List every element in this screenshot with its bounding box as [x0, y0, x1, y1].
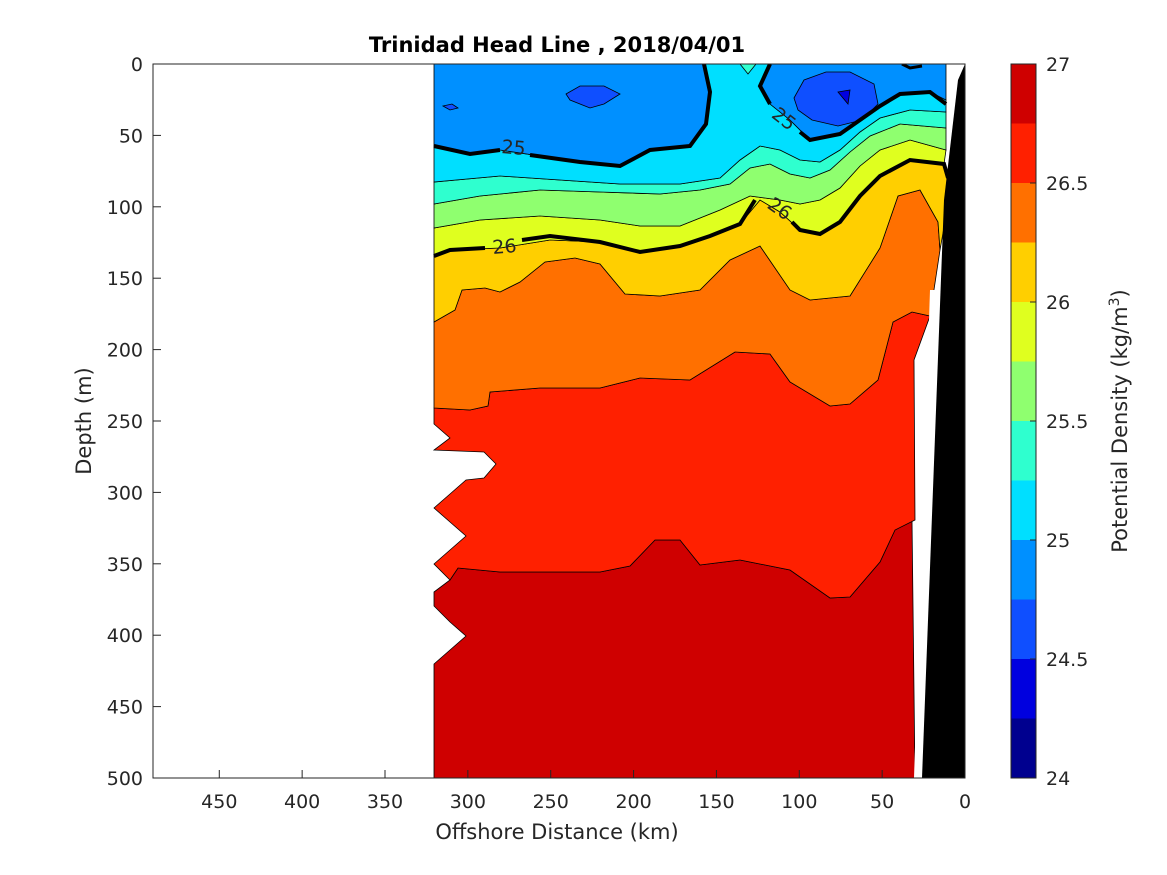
y-tick-label: 50: [119, 125, 143, 147]
colorbar-swatch: [1011, 242, 1036, 302]
colorbar-swatch: [1011, 659, 1036, 719]
contour-fragment: [901, 64, 923, 70]
y-tick-label: 500: [107, 768, 143, 790]
colorbar-swatch: [1011, 361, 1036, 421]
band-24-75-b: [793, 71, 879, 127]
x-axis: 450 400 350 300 250 200 150 100 50 0: [201, 770, 971, 813]
colorbar-label-text: Potential Density (kg/m: [1108, 306, 1132, 552]
x-tick-label: 0: [959, 791, 971, 813]
colorbar-label-end: ): [1108, 289, 1132, 297]
colorbar-tick-label: 26: [1046, 292, 1070, 314]
colorbar-swatch: [1011, 599, 1036, 659]
colorbar-swatch: [1011, 123, 1036, 183]
colorbar-swatch: [1011, 64, 1036, 124]
contour-line-25: [433, 64, 948, 169]
contour-label-25-a: 25: [501, 136, 527, 160]
colorbar-tick-label: 25: [1046, 530, 1070, 552]
colorbar-tick-label: 24.5: [1046, 649, 1088, 671]
colorbar-label-sup: 3: [1107, 297, 1123, 306]
y-tick-label: 300: [107, 482, 143, 504]
x-tick-label: 300: [450, 791, 486, 813]
colorbar-swatch: [1011, 421, 1036, 481]
y-tick-label: 250: [107, 411, 143, 433]
y-tick-label: 100: [107, 197, 143, 219]
y-tick-label: 400: [107, 625, 143, 647]
x-tick-label: 400: [284, 791, 320, 813]
x-tick-label: 50: [870, 791, 894, 813]
x-tick-label: 100: [781, 791, 817, 813]
y-axis-label: Depth (m): [72, 367, 96, 474]
contour-label-26-a: 26: [491, 235, 517, 259]
colorbar: [1010, 63, 1037, 779]
bathymetry-shelf: [922, 64, 965, 778]
colorbar-swatch: [1011, 480, 1036, 540]
contour-line-26: [433, 157, 950, 258]
colorbar-label: Potential Density (kg/m3): [1107, 289, 1132, 553]
colorbar-axis: 24 24.5 25 25.5 26 26.5 27: [1030, 54, 1088, 790]
colorbar-tick-label: 27: [1046, 54, 1070, 76]
colorbar-tick-label: 25.5: [1046, 411, 1088, 433]
colorbar-swatch: [1011, 718, 1036, 778]
chart-title: Trinidad Head Line , 2018/04/01: [369, 33, 745, 57]
y-tick-label: 450: [107, 697, 143, 719]
colorbar-swatch: [1011, 183, 1036, 243]
colorbar-tick-label: 24: [1046, 768, 1070, 790]
y-axis: 0 50 100 150 200 250 300 350 400 450 500: [107, 54, 161, 790]
x-tick-label: 450: [201, 791, 237, 813]
x-tick-label: 350: [367, 791, 403, 813]
colorbar-swatch: [1011, 302, 1036, 362]
colorbar-tick-label: 26.5: [1046, 173, 1088, 195]
plot-area: 25 25 26 26: [153, 64, 965, 778]
band-24-75-a: [565, 85, 621, 109]
y-tick-label: 350: [107, 554, 143, 576]
band-24-75-c: [441, 103, 459, 111]
y-tick-label: 200: [107, 340, 143, 362]
gap-strip: [914, 290, 938, 778]
x-tick-label: 150: [698, 791, 734, 813]
x-tick-label: 250: [533, 791, 569, 813]
colorbar-swatch: [1011, 540, 1036, 600]
band-24-5: [837, 89, 851, 105]
band-25-5-patch: [739, 64, 757, 75]
x-tick-label: 200: [615, 791, 651, 813]
y-tick-label: 150: [107, 268, 143, 290]
y-tick-label: 0: [131, 54, 143, 76]
x-axis-label: Offshore Distance (km): [435, 820, 678, 844]
